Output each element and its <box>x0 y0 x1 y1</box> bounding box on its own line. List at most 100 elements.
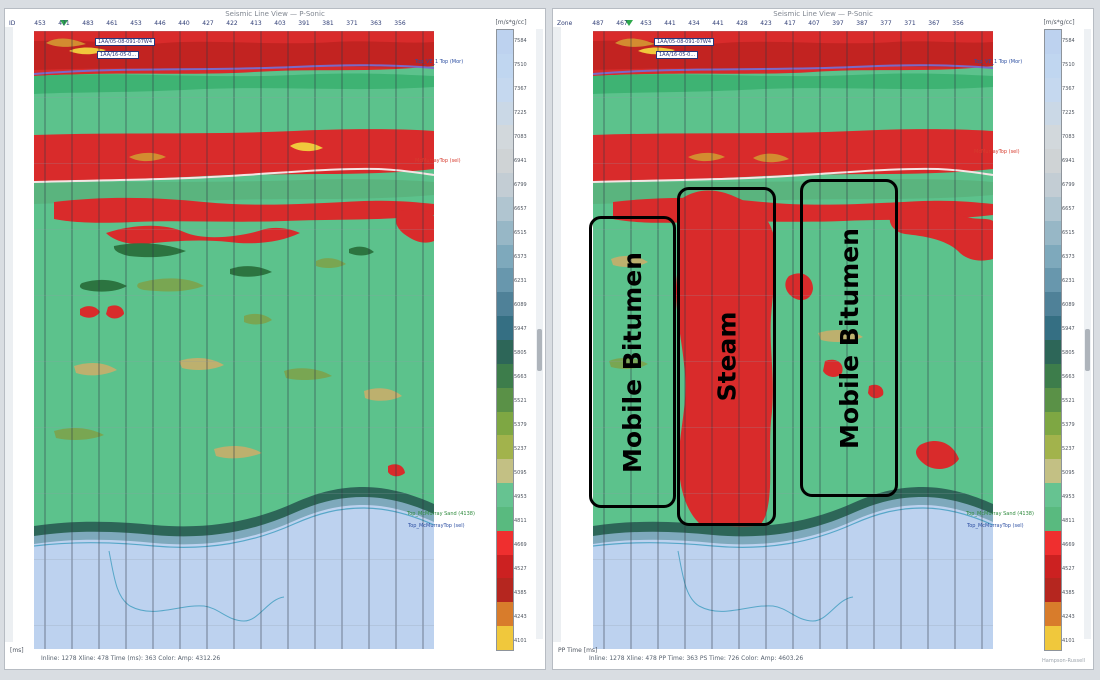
trace-label: 422 <box>226 20 238 27</box>
colorbar-label: 5237 <box>514 446 527 452</box>
colorbar-labels: 7584 7510 7367 7225 7083 6941 6799 6657 … <box>1062 29 1082 649</box>
trace-label: 487 <box>592 20 604 27</box>
colorbar-label: 7510 <box>514 62 527 68</box>
seismic-section-right <box>593 31 993 649</box>
trace-label: 434 <box>688 20 700 27</box>
trace-label: 453 <box>640 20 652 27</box>
colorbar-segment <box>497 53 513 78</box>
well-label: 1AA/16-05-0... <box>97 51 140 59</box>
colorbar-segment <box>1045 30 1061 54</box>
trace-label: 467 <box>616 20 628 27</box>
trace-label: 417 <box>784 20 796 27</box>
trace-label: 441 <box>712 20 724 27</box>
trace-label: 397 <box>832 20 844 27</box>
colorbar-segment <box>497 578 513 603</box>
vertical-scrollbar-left[interactable] <box>5 27 13 642</box>
colorbar-label: 7225 <box>1062 110 1075 116</box>
colorbar-label: 5805 <box>514 350 527 356</box>
colorbar-segment <box>1045 196 1061 221</box>
scrollbar-thumb[interactable] <box>1085 329 1090 371</box>
colorbar-unit: [m/s*g/cc] <box>495 19 527 26</box>
colorbar-label: 6941 <box>1062 158 1075 164</box>
status-text: Inline: 1278 Xline: 478 Time (ms): 363 C… <box>41 655 221 662</box>
colorbar-label: 6799 <box>1062 182 1075 188</box>
colorbar-segment <box>497 530 513 555</box>
well-label: 1AA/16-05-0... <box>656 51 699 59</box>
colorbar-label: 6515 <box>1062 230 1075 236</box>
colorbar-segment <box>1045 268 1061 293</box>
location-marker-icon[interactable] <box>60 20 68 26</box>
colorbar <box>496 29 514 651</box>
scrollbar-thumb[interactable] <box>537 329 542 371</box>
annotation-label: Mobile Bitumen <box>618 251 647 473</box>
colorbar-label: 5379 <box>1062 422 1075 428</box>
colorbar-labels: 7584 7510 7367 7225 7083 6941 6799 6657 … <box>514 29 534 649</box>
horizon-label-base: Top_McMurrayTop (sel) <box>408 523 465 529</box>
colorbar-segment <box>1045 292 1061 317</box>
colorbar-label: 6373 <box>514 254 527 260</box>
colorbar-legend-left: [m/s*g/cc] 7584 7510 7367 7225 7083 6941… <box>491 19 534 651</box>
trace-label: 453 <box>130 20 142 27</box>
trace-label: 381 <box>322 20 334 27</box>
trace-label: 471 <box>58 20 70 27</box>
trace-label: 387 <box>856 20 868 27</box>
colorbar-segment <box>497 173 513 197</box>
colorbar-label: 7584 <box>1062 38 1075 44</box>
well-label: 1AA/05-08-091-07W4 <box>654 38 715 46</box>
annotation-label: Mobile Bitumen <box>834 227 864 449</box>
colorbar-segment <box>497 149 513 174</box>
colorbar-segment <box>497 244 513 269</box>
colorbar-label: 5663 <box>514 374 527 380</box>
colorbar-label: 5805 <box>1062 350 1075 356</box>
horizon-label-top: Top_VE_1 Top (Mor) <box>974 59 1023 65</box>
vertical-scrollbar-right[interactable] <box>1084 29 1091 639</box>
panel-header-right: Seismic Line View — P-Sonic Zone 487 467… <box>553 9 1093 31</box>
horizon-label-sand: Top_McMurray Sand (4138) <box>966 511 1034 517</box>
colorbar-label: 7367 <box>1062 86 1075 92</box>
trace-label: 377 <box>880 20 892 27</box>
colorbar-segment <box>1045 220 1061 245</box>
vertical-scrollbar-left[interactable] <box>553 27 561 642</box>
corner-label-right: Zone <box>557 20 573 27</box>
horizon-label-base: Top_McMurrayTop (sel) <box>967 523 1024 529</box>
trace-label: 446 <box>154 20 166 27</box>
colorbar-segment <box>497 316 513 340</box>
colorbar-segment <box>1045 149 1061 174</box>
seismic-section-left <box>34 31 434 649</box>
trace-label: 423 <box>760 20 772 27</box>
colorbar-label: 4101 <box>1062 638 1075 644</box>
vertical-scrollbar-right[interactable] <box>536 29 543 639</box>
colorbar-segment <box>1045 411 1061 436</box>
trace-label: 356 <box>952 20 964 27</box>
colorbar-label: 4811 <box>1062 518 1075 524</box>
trace-label: 427 <box>202 20 214 27</box>
colorbar-segment <box>1045 363 1061 388</box>
colorbar-label: 4811 <box>514 518 527 524</box>
colorbar-label: 5521 <box>1062 398 1075 404</box>
colorbar-segment <box>497 268 513 293</box>
trace-label: 413 <box>250 20 262 27</box>
colorbar-label: 4385 <box>514 590 527 596</box>
colorbar-segment <box>497 506 513 531</box>
colorbar-label: 6089 <box>514 302 527 308</box>
colorbar-segment <box>497 459 513 484</box>
location-marker-icon[interactable] <box>625 20 633 26</box>
colorbar-segment <box>497 435 513 460</box>
colorbar-segment <box>1045 602 1061 627</box>
well-label: 1AA/05-08-091-07W4 <box>95 38 156 46</box>
colorbar-label: 6231 <box>514 278 527 284</box>
colorbar-segment <box>497 554 513 579</box>
colorbar-label: 5521 <box>514 398 527 404</box>
colorbar-segment <box>497 125 513 150</box>
colorbar-segment <box>1045 339 1061 364</box>
trace-label: 356 <box>394 20 406 27</box>
bottom-axis-left: [ms] Inline: 1278 Xline: 478 Time (ms): … <box>5 643 545 669</box>
colorbar-segment <box>497 602 513 627</box>
watermark: Hampson-Russell <box>1042 658 1085 664</box>
colorbar-segment <box>1045 554 1061 579</box>
colorbar-label: 4385 <box>1062 590 1075 596</box>
colorbar-label: 7510 <box>1062 62 1075 68</box>
colorbar-label: 6515 <box>514 230 527 236</box>
colorbar-segment <box>497 196 513 221</box>
colorbar-segment <box>1045 173 1061 197</box>
